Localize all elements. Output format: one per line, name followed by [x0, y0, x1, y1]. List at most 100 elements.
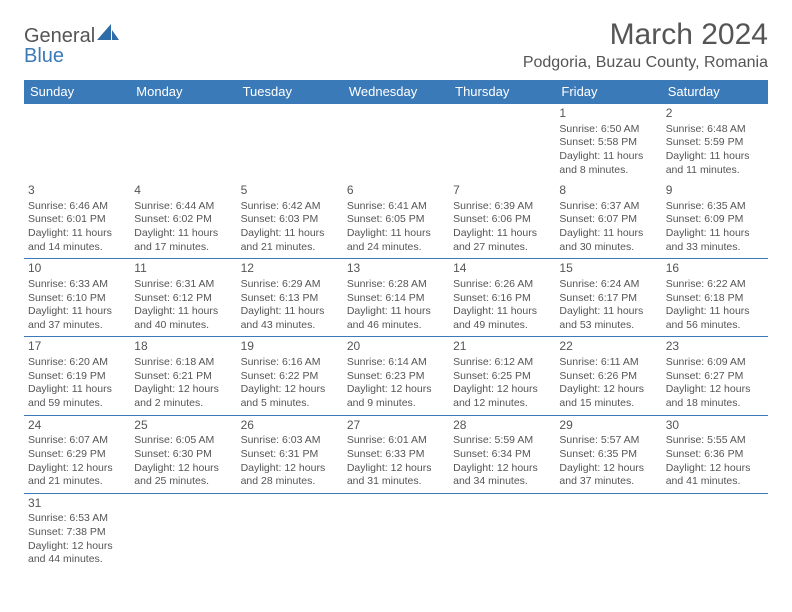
daylight-text: Daylight: 11 hours and 56 minutes.	[666, 305, 764, 332]
daylight-text: Daylight: 12 hours and 31 minutes.	[347, 462, 445, 489]
daylight-text: Daylight: 12 hours and 41 minutes.	[666, 462, 764, 489]
sunset-text: Sunset: 6:13 PM	[241, 292, 339, 306]
sunrise-text: Sunrise: 6:53 AM	[28, 512, 126, 526]
daylight-text: Daylight: 11 hours and 24 minutes.	[347, 227, 445, 254]
calendar-empty-cell	[237, 493, 343, 571]
day-number: 8	[559, 183, 657, 199]
title-block: March 2024 Podgoria, Buzau County, Roman…	[523, 18, 768, 72]
day-number: 22	[559, 339, 657, 355]
daylight-text: Daylight: 12 hours and 9 minutes.	[347, 383, 445, 410]
sunset-text: Sunset: 6:26 PM	[559, 370, 657, 384]
calendar-empty-cell	[449, 104, 555, 182]
calendar-empty-cell	[130, 104, 236, 182]
daylight-text: Daylight: 11 hours and 33 minutes.	[666, 227, 764, 254]
sunrise-text: Sunrise: 6:20 AM	[28, 356, 126, 370]
calendar-day-cell: 6Sunrise: 6:41 AMSunset: 6:05 PMDaylight…	[343, 181, 449, 259]
calendar-day-cell: 31Sunrise: 6:53 AMSunset: 7:38 PMDayligh…	[24, 493, 130, 571]
sunrise-text: Sunrise: 6:33 AM	[28, 278, 126, 292]
weekday-header: Thursday	[449, 80, 555, 104]
day-number: 29	[559, 418, 657, 434]
day-number: 19	[241, 339, 339, 355]
sunset-text: Sunset: 6:34 PM	[453, 448, 551, 462]
sunset-text: Sunset: 6:36 PM	[666, 448, 764, 462]
calendar-empty-cell	[343, 104, 449, 182]
calendar-day-cell: 7Sunrise: 6:39 AMSunset: 6:06 PMDaylight…	[449, 181, 555, 259]
day-number: 26	[241, 418, 339, 434]
logo: General Blue	[24, 18, 119, 66]
sunrise-text: Sunrise: 6:28 AM	[347, 278, 445, 292]
day-number: 2	[666, 106, 764, 122]
daylight-text: Daylight: 12 hours and 28 minutes.	[241, 462, 339, 489]
sunset-text: Sunset: 6:12 PM	[134, 292, 232, 306]
calendar-day-cell: 25Sunrise: 6:05 AMSunset: 6:30 PMDayligh…	[130, 415, 236, 493]
day-number: 21	[453, 339, 551, 355]
day-number: 5	[241, 183, 339, 199]
sunset-text: Sunset: 7:38 PM	[28, 526, 126, 540]
sunset-text: Sunset: 6:33 PM	[347, 448, 445, 462]
daylight-text: Daylight: 11 hours and 21 minutes.	[241, 227, 339, 254]
daylight-text: Daylight: 12 hours and 15 minutes.	[559, 383, 657, 410]
sunset-text: Sunset: 6:35 PM	[559, 448, 657, 462]
day-number: 28	[453, 418, 551, 434]
day-number: 12	[241, 261, 339, 277]
calendar-week-row: 24Sunrise: 6:07 AMSunset: 6:29 PMDayligh…	[24, 415, 768, 493]
day-number: 17	[28, 339, 126, 355]
sunset-text: Sunset: 6:31 PM	[241, 448, 339, 462]
sunset-text: Sunset: 6:09 PM	[666, 213, 764, 227]
day-number: 20	[347, 339, 445, 355]
sunrise-text: Sunrise: 6:44 AM	[134, 200, 232, 214]
daylight-text: Daylight: 12 hours and 5 minutes.	[241, 383, 339, 410]
weekday-header: Saturday	[662, 80, 768, 104]
daylight-text: Daylight: 11 hours and 8 minutes.	[559, 150, 657, 177]
day-number: 3	[28, 183, 126, 199]
calendar-day-cell: 30Sunrise: 5:55 AMSunset: 6:36 PMDayligh…	[662, 415, 768, 493]
calendar-empty-cell	[449, 493, 555, 571]
sunset-text: Sunset: 6:01 PM	[28, 213, 126, 227]
calendar-week-row: 3Sunrise: 6:46 AMSunset: 6:01 PM Daylight…	[24, 181, 768, 259]
sunrise-text: Sunrise: 6:46 AM	[28, 200, 126, 214]
weekday-header: Friday	[555, 80, 661, 104]
sunset-text: Sunset: 6:22 PM	[241, 370, 339, 384]
calendar-week-row: 31Sunrise: 6:53 AMSunset: 7:38 PMDayligh…	[24, 493, 768, 571]
day-number: 25	[134, 418, 232, 434]
day-number: 10	[28, 261, 126, 277]
calendar-day-cell: 11Sunrise: 6:31 AMSunset: 6:12 PMDayligh…	[130, 259, 236, 337]
weekday-header: Monday	[130, 80, 236, 104]
sunset-text: Sunset: 6:03 PM	[241, 213, 339, 227]
daylight-text: Daylight: 12 hours and 44 minutes.	[28, 540, 126, 567]
daylight-text: Daylight: 12 hours and 12 minutes.	[453, 383, 551, 410]
day-number: 23	[666, 339, 764, 355]
day-number: 24	[28, 418, 126, 434]
day-number: 31	[28, 496, 126, 512]
calendar-day-cell: 28Sunrise: 5:59 AMSunset: 6:34 PMDayligh…	[449, 415, 555, 493]
calendar-day-cell: 23Sunrise: 6:09 AMSunset: 6:27 PMDayligh…	[662, 337, 768, 415]
header: General Blue March 2024 Podgoria, Buzau …	[24, 18, 768, 72]
day-number: 13	[347, 261, 445, 277]
sunset-text: Sunset: 6:29 PM	[28, 448, 126, 462]
calendar-empty-cell	[555, 493, 661, 571]
sunrise-text: Sunrise: 6:29 AM	[241, 278, 339, 292]
day-number: 14	[453, 261, 551, 277]
calendar-empty-cell	[130, 493, 236, 571]
sunset-text: Sunset: 6:02 PM	[134, 213, 232, 227]
daylight-text: Daylight: 12 hours and 21 minutes.	[28, 462, 126, 489]
calendar-day-cell: 4Sunrise: 6:44 AMSunset: 6:02 PMDaylight…	[130, 181, 236, 259]
day-number: 4	[134, 183, 232, 199]
calendar-day-cell: 24Sunrise: 6:07 AMSunset: 6:29 PMDayligh…	[24, 415, 130, 493]
weekday-header-row: SundayMondayTuesdayWednesdayThursdayFrid…	[24, 80, 768, 104]
sunrise-text: Sunrise: 6:35 AM	[666, 200, 764, 214]
calendar-week-row: 17Sunrise: 6:20 AMSunset: 6:19 PMDayligh…	[24, 337, 768, 415]
sunset-text: Sunset: 6:07 PM	[559, 213, 657, 227]
sunrise-text: Sunrise: 6:50 AM	[559, 123, 657, 137]
day-number: 1	[559, 106, 657, 122]
day-number: 16	[666, 261, 764, 277]
sunset-text: Sunset: 6:16 PM	[453, 292, 551, 306]
sunset-text: Sunset: 6:05 PM	[347, 213, 445, 227]
sunset-text: Sunset: 6:14 PM	[347, 292, 445, 306]
sunrise-text: Sunrise: 6:18 AM	[134, 356, 232, 370]
sunset-text: Sunset: 6:18 PM	[666, 292, 764, 306]
daylight-text: Daylight: 11 hours and 53 minutes.	[559, 305, 657, 332]
weekday-header: Wednesday	[343, 80, 449, 104]
calendar-day-cell: 22Sunrise: 6:11 AMSunset: 6:26 PMDayligh…	[555, 337, 661, 415]
sunrise-text: Sunrise: 6:01 AM	[347, 434, 445, 448]
